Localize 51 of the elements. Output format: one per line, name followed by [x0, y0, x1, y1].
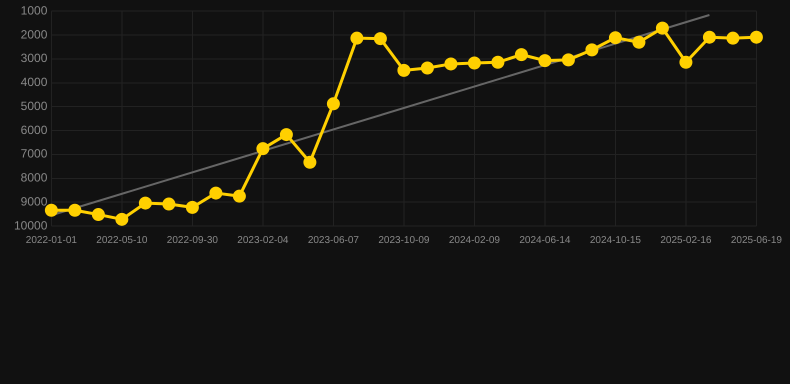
x-tick-label: 2023-10-09	[378, 234, 430, 246]
point	[397, 64, 410, 77]
point	[420, 62, 434, 75]
y-tick-label: 5000	[20, 98, 48, 113]
point	[726, 32, 740, 45]
x-tick-label: 2022-09-30	[166, 234, 218, 246]
x-tick-label: 2022-01-01	[26, 234, 78, 246]
x-tick-label: 2024-02-09	[448, 234, 500, 246]
point	[374, 32, 387, 46]
x-tick-label: 2023-02-04	[237, 234, 289, 246]
point	[656, 22, 669, 35]
point	[585, 43, 598, 56]
point	[491, 56, 504, 69]
y-tick-label: 1000	[20, 4, 48, 18]
point	[256, 142, 270, 156]
point	[350, 32, 364, 45]
point	[303, 156, 316, 169]
point	[326, 97, 340, 110]
point	[444, 57, 458, 70]
point	[679, 56, 692, 69]
point	[750, 30, 763, 44]
point	[608, 31, 622, 44]
point	[68, 204, 82, 217]
point	[232, 190, 246, 203]
y-tick-label: 8000	[20, 170, 48, 185]
point	[514, 48, 528, 62]
point	[92, 208, 105, 222]
y-tick-label: 10000	[14, 218, 48, 232]
point	[138, 196, 152, 210]
point	[162, 198, 176, 211]
x-tick-label: 2022-05-10	[96, 234, 148, 246]
point	[280, 128, 293, 142]
point	[538, 54, 552, 68]
point	[702, 30, 716, 44]
y-tick-label: 7000	[20, 146, 48, 161]
point	[562, 53, 575, 66]
point	[209, 186, 222, 200]
x-tick-label: 2024-10-15	[590, 234, 642, 246]
point	[468, 56, 481, 70]
y-tick-label: 9000	[20, 194, 48, 208]
y-tick-label: 6000	[20, 122, 48, 137]
x-tick-label: 2024-06-14	[519, 234, 571, 246]
y-tick-label: 3000	[20, 51, 48, 66]
point	[115, 212, 128, 226]
x-tick-label: 2025-06-19	[730, 234, 782, 246]
x-tick-label: 2025-02-16	[660, 234, 712, 246]
y-tick-label: 2000	[20, 27, 48, 42]
y-tick-label: 4000	[20, 75, 48, 90]
point	[186, 200, 199, 214]
point	[632, 36, 646, 49]
x-tick-label: 2023-06-07	[308, 234, 360, 246]
